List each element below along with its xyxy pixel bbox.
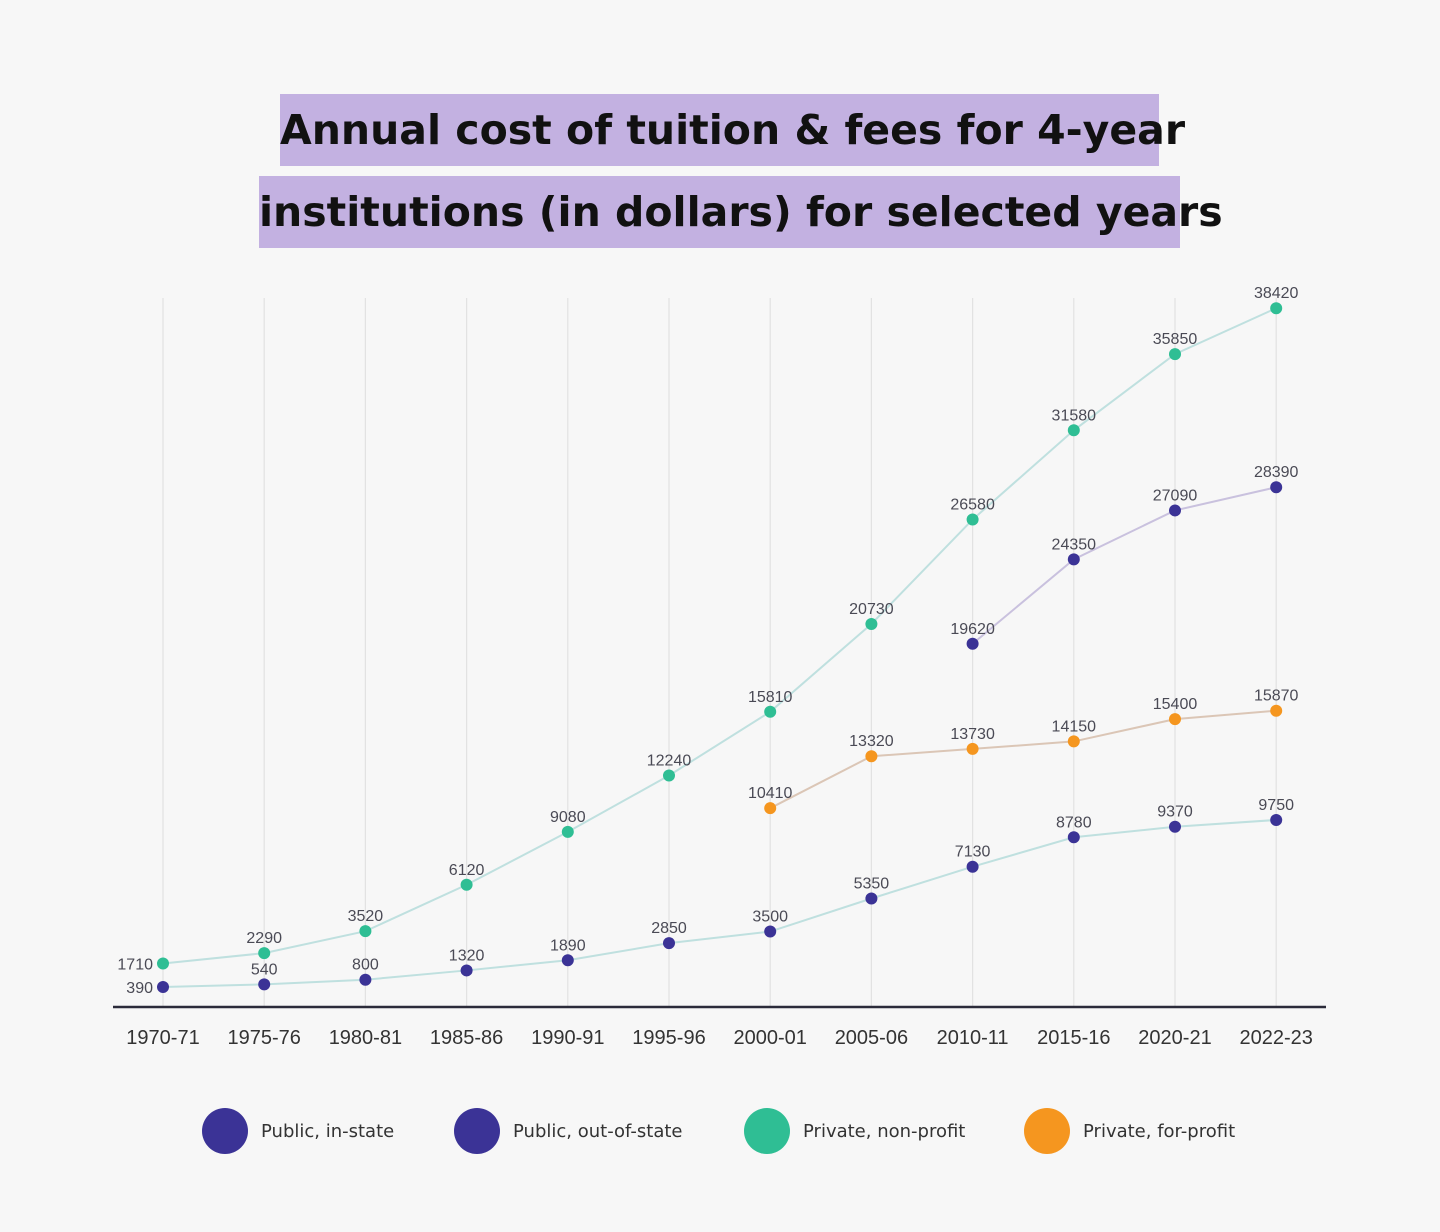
legend-swatch xyxy=(1024,1108,1070,1154)
data-label: 26580 xyxy=(950,497,995,514)
data-point xyxy=(1067,424,1080,437)
data-point xyxy=(561,954,574,967)
data-point xyxy=(966,742,979,755)
x-tick-label: 2015-16 xyxy=(1037,1027,1110,1049)
data-point xyxy=(1169,348,1181,361)
data-label: 2290 xyxy=(246,930,282,947)
data-point xyxy=(1067,735,1080,748)
data-point xyxy=(460,878,473,891)
x-tick-label: 2005-06 xyxy=(835,1027,908,1049)
data-point xyxy=(1169,820,1181,833)
x-tick-label: 1995-96 xyxy=(632,1027,705,1049)
data-point xyxy=(460,964,473,977)
data-label: 13320 xyxy=(849,733,894,750)
series-line-1 xyxy=(971,486,1277,645)
data-label: 1710 xyxy=(117,956,153,973)
data-label: 390 xyxy=(126,980,153,997)
data-point xyxy=(663,937,675,950)
legend-label: Private, non-profit xyxy=(803,1121,965,1142)
data-point xyxy=(1067,553,1080,566)
data-label: 9750 xyxy=(1258,797,1294,814)
data-label: 15870 xyxy=(1254,688,1299,705)
data-label: 3520 xyxy=(348,908,384,925)
legend-item: Public, out-of-state xyxy=(454,1108,682,1154)
data-label: 2850 xyxy=(651,920,687,937)
data-point xyxy=(966,513,979,526)
data-point xyxy=(663,769,675,782)
data-point xyxy=(1169,713,1181,726)
data-label: 9080 xyxy=(550,809,586,826)
data-point xyxy=(359,925,372,938)
legend-label: Private, for-profit xyxy=(1083,1121,1235,1142)
data-label: 27090 xyxy=(1153,487,1198,504)
data-point xyxy=(865,892,878,905)
legend-item: Public, in-state xyxy=(202,1108,394,1154)
data-label: 10410 xyxy=(748,785,793,802)
data-label: 800 xyxy=(352,957,379,974)
data-label: 15810 xyxy=(748,689,793,706)
legend-item: Private, for-profit xyxy=(1024,1108,1235,1154)
data-label: 31580 xyxy=(1052,407,1097,424)
data-label: 35850 xyxy=(1153,331,1198,348)
data-label: 6120 xyxy=(449,862,485,879)
x-tick-label: 1980-81 xyxy=(329,1027,402,1049)
data-label: 9370 xyxy=(1157,804,1193,821)
data-label: 3500 xyxy=(752,909,788,926)
series-line-3 xyxy=(769,709,1277,810)
data-point xyxy=(966,637,979,650)
data-point xyxy=(966,860,979,873)
data-label: 13730 xyxy=(950,726,995,743)
data-point xyxy=(157,981,169,994)
data-point xyxy=(865,750,878,763)
data-point xyxy=(359,973,372,986)
data-point xyxy=(1270,704,1283,717)
x-tick-label: 1975-76 xyxy=(227,1027,300,1049)
data-point xyxy=(1270,481,1283,494)
data-point xyxy=(1270,302,1283,315)
series-line-0 xyxy=(162,818,1277,989)
data-label: 14150 xyxy=(1052,718,1097,735)
data-label: 7130 xyxy=(955,844,991,861)
data-label: 1320 xyxy=(449,947,485,964)
data-point xyxy=(764,802,777,815)
data-label: 12240 xyxy=(647,753,692,770)
data-point xyxy=(764,925,777,938)
data-label: 1890 xyxy=(550,937,586,954)
data-point xyxy=(1169,504,1181,517)
data-point xyxy=(1270,813,1283,826)
x-tick-label: 2020-21 xyxy=(1138,1027,1211,1049)
data-label: 20730 xyxy=(849,601,894,618)
data-point xyxy=(764,705,777,718)
x-tick-label: 2010-11 xyxy=(937,1027,1009,1049)
data-label: 15400 xyxy=(1153,696,1198,713)
legend-swatch xyxy=(454,1108,500,1154)
data-label: 24350 xyxy=(1052,536,1097,553)
legend-item: Private, non-profit xyxy=(744,1108,965,1154)
data-label: 8780 xyxy=(1056,814,1092,831)
legend-label: Public, in-state xyxy=(261,1121,394,1142)
data-point xyxy=(561,825,574,838)
legend-swatch xyxy=(202,1108,248,1154)
x-tick-label: 1990-91 xyxy=(531,1027,604,1049)
data-label: 28390 xyxy=(1254,464,1299,481)
x-tick-label: 1985-86 xyxy=(430,1027,503,1049)
data-label: 19620 xyxy=(950,621,995,638)
x-tick-label: 2022-23 xyxy=(1239,1027,1312,1049)
data-point xyxy=(157,957,169,970)
data-point xyxy=(1067,831,1080,844)
data-point xyxy=(258,978,271,991)
series-line-2 xyxy=(162,307,1277,965)
data-point xyxy=(865,617,878,630)
data-label: 38420 xyxy=(1254,285,1299,302)
chart-title-line-1: Annual cost of tuition & fees for 4-year xyxy=(280,94,1185,166)
legend-swatch xyxy=(744,1108,790,1154)
data-label: 540 xyxy=(251,961,278,978)
chart-title-line-2: institutions (in dollars) for selected y… xyxy=(259,176,1223,248)
legend-label: Public, out-of-state xyxy=(513,1121,682,1142)
x-tick-label: 1970-71 xyxy=(126,1027,199,1049)
data-label: 5350 xyxy=(854,876,890,893)
x-tick-label: 2000-01 xyxy=(733,1027,806,1049)
data-point xyxy=(258,947,271,960)
